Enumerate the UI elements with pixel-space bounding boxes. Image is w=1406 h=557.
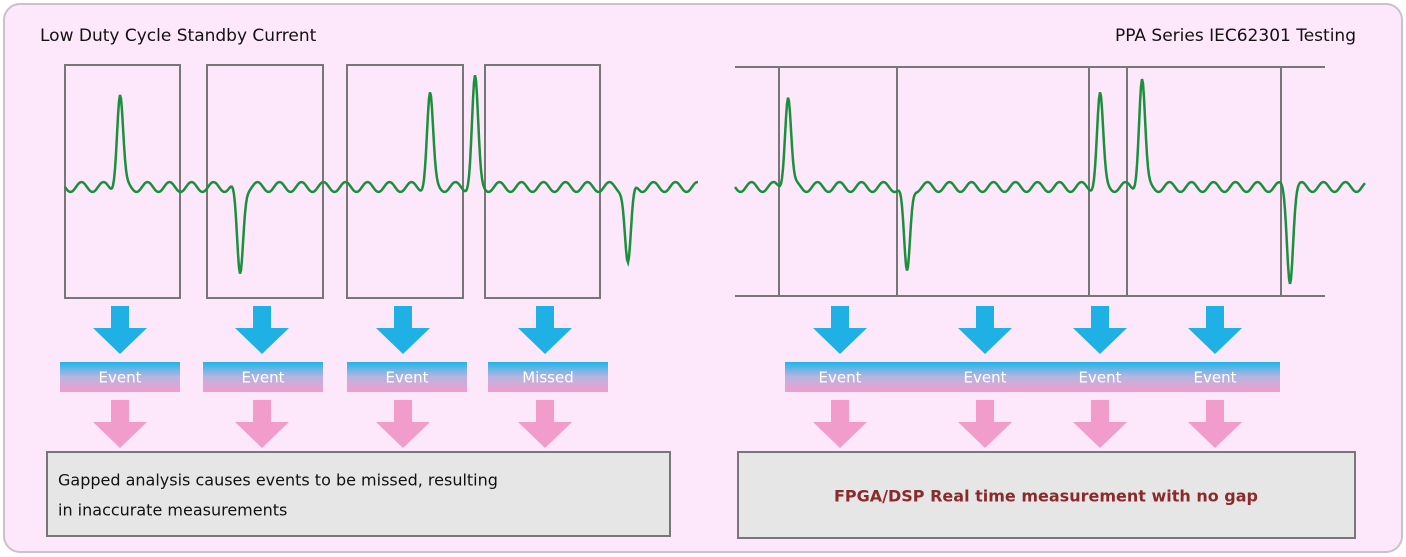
event-bar bbox=[488, 362, 608, 392]
event-label: Event bbox=[386, 369, 429, 387]
event-bar bbox=[203, 362, 323, 392]
event-bar bbox=[785, 362, 1280, 392]
down-arrow bbox=[93, 306, 147, 354]
left-caption: Gapped analysis causes events to be miss… bbox=[58, 471, 498, 490]
down-arrow bbox=[958, 306, 1012, 354]
left-title: Low Duty Cycle Standby Current bbox=[40, 26, 317, 46]
waveform bbox=[733, 78, 1366, 285]
down-arrow bbox=[813, 306, 867, 354]
panel bbox=[3, 3, 1403, 553]
down-arrow bbox=[235, 306, 289, 354]
right-caption-box bbox=[737, 451, 1356, 539]
down-arrow bbox=[376, 306, 430, 354]
event-bar bbox=[60, 362, 180, 392]
event-label: Event bbox=[99, 369, 142, 387]
left-caption: in inaccurate measurements bbox=[58, 501, 287, 520]
event-bar bbox=[347, 362, 467, 392]
event-label: Event bbox=[242, 369, 285, 387]
event-label: Event bbox=[1079, 369, 1122, 387]
down-arrow bbox=[1188, 400, 1242, 448]
down-arrow bbox=[518, 400, 572, 448]
down-arrow bbox=[1073, 400, 1127, 448]
left-caption-box bbox=[46, 451, 671, 537]
down-arrow bbox=[813, 400, 867, 448]
waveform bbox=[63, 74, 698, 274]
right-title: PPA Series IEC62301 Testing bbox=[1115, 26, 1356, 46]
down-arrow bbox=[1073, 306, 1127, 354]
event-label: Event bbox=[819, 369, 862, 387]
event-label: Event bbox=[1194, 369, 1237, 387]
down-arrow bbox=[958, 400, 1012, 448]
down-arrow bbox=[1188, 306, 1242, 354]
event-label: Missed bbox=[522, 369, 574, 387]
event-label: Event bbox=[964, 369, 1007, 387]
down-arrow bbox=[235, 400, 289, 448]
down-arrow bbox=[518, 306, 572, 354]
down-arrow bbox=[93, 400, 147, 448]
right-caption: FPGA/DSP Real time measurement with no g… bbox=[834, 487, 1258, 506]
down-arrow bbox=[376, 400, 430, 448]
